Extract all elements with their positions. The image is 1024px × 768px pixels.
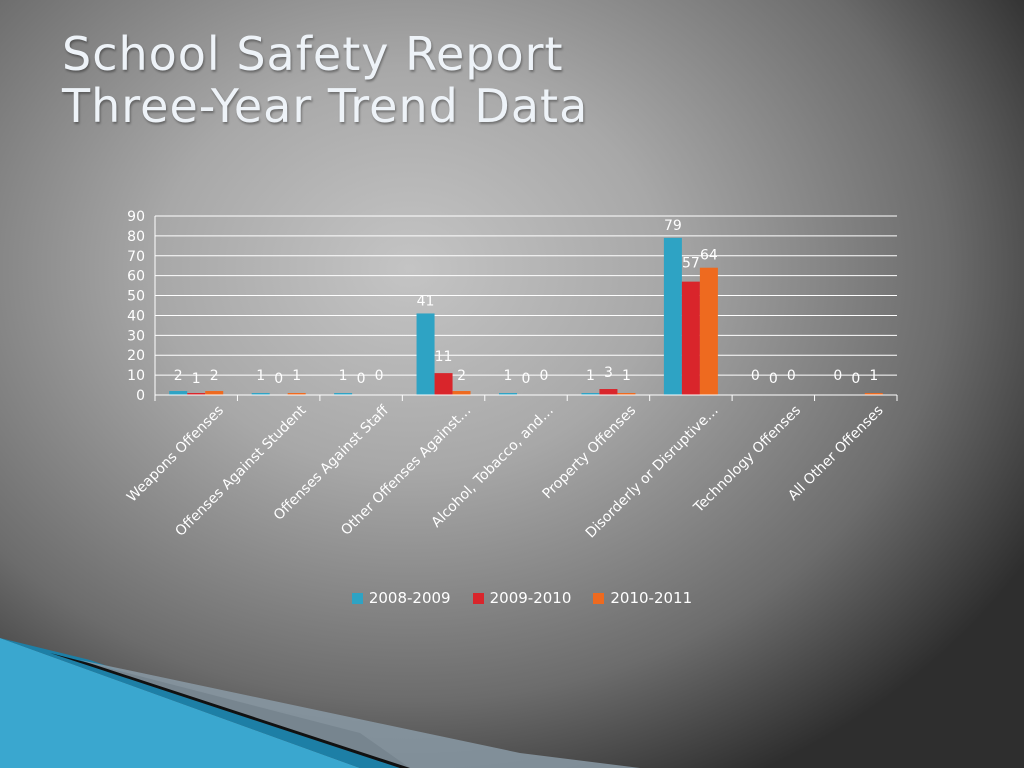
bar xyxy=(169,391,188,395)
bar xyxy=(581,393,600,395)
data-label: 0 xyxy=(274,371,283,387)
data-label: 0 xyxy=(522,371,531,387)
data-label: 57 xyxy=(682,256,700,272)
legend-item: 2010-2011 xyxy=(593,589,692,607)
category-label: Other Offenses Against… xyxy=(338,403,474,539)
y-tick-label: 50 xyxy=(127,289,145,305)
bars xyxy=(169,237,883,395)
data-label: 0 xyxy=(357,371,366,387)
bar xyxy=(499,393,517,395)
data-label: 0 xyxy=(769,371,778,387)
bar xyxy=(617,393,636,395)
data-label: 11 xyxy=(435,349,453,365)
data-label: 1 xyxy=(622,368,631,384)
data-label: 0 xyxy=(751,368,760,384)
legend-item: 2008-2009 xyxy=(351,589,451,607)
data-label: 2 xyxy=(210,368,219,384)
category-label: Offenses Against Student xyxy=(172,402,310,540)
data-label: 1 xyxy=(292,368,301,384)
category-label: All Other Offenses xyxy=(785,403,886,504)
y-tick-label: 30 xyxy=(127,328,145,344)
bar xyxy=(681,281,700,395)
y-axis: 0 10 20 30 40 50 60 70 80 90 xyxy=(127,209,156,404)
corner-decoration xyxy=(0,638,640,768)
bar xyxy=(334,393,353,395)
data-label: 3 xyxy=(604,365,613,381)
y-tick-label: 60 xyxy=(127,269,145,285)
y-tick-label: 80 xyxy=(127,229,145,245)
bar xyxy=(187,393,206,395)
bar xyxy=(434,373,453,395)
title-line-2: Three-Year Trend Data xyxy=(62,79,589,133)
bar xyxy=(205,391,224,395)
y-tick-label: 70 xyxy=(127,249,145,265)
y-tick-label: 40 xyxy=(127,308,145,324)
category-label: Disorderly or Disruptive… xyxy=(583,403,722,542)
data-label: 0 xyxy=(540,368,549,384)
data-label: 0 xyxy=(787,368,796,384)
slide-title: School Safety Report Three-Year Trend Da… xyxy=(62,28,588,132)
bar xyxy=(251,393,270,395)
data-label: 41 xyxy=(417,293,435,309)
data-label: 1 xyxy=(192,371,201,387)
bar xyxy=(452,391,471,395)
bar xyxy=(663,237,682,395)
data-label: 1 xyxy=(504,368,513,384)
y-tick-label: 10 xyxy=(127,368,145,384)
bar xyxy=(864,393,883,395)
bar xyxy=(699,267,718,395)
data-label: 1 xyxy=(586,368,595,384)
data-label: 0 xyxy=(851,371,860,387)
legend-swatch xyxy=(593,592,605,604)
bar xyxy=(287,393,306,395)
data-label: 2 xyxy=(457,368,466,384)
bar xyxy=(416,313,435,395)
legend-swatch xyxy=(351,592,363,604)
data-label: 79 xyxy=(664,218,682,234)
y-tick-label: 20 xyxy=(127,348,145,364)
legend-label: 2008-2009 xyxy=(368,589,451,607)
data-label: 1 xyxy=(256,368,265,384)
title-line-1: School Safety Report xyxy=(62,27,564,81)
data-label: 2 xyxy=(174,368,183,384)
legend-swatch xyxy=(472,592,484,604)
data-label: 64 xyxy=(700,248,718,264)
data-label: 1 xyxy=(339,368,348,384)
legend-label: 2009-2010 xyxy=(489,589,572,607)
chart-legend: 2008-2009 2009-2010 2010-2011 xyxy=(0,589,1024,607)
y-tick-label: 0 xyxy=(136,388,145,404)
legend-item: 2009-2010 xyxy=(472,589,572,607)
data-label: 0 xyxy=(833,368,842,384)
data-label: 1 xyxy=(869,368,878,384)
data-label: 0 xyxy=(375,368,384,384)
bar xyxy=(599,389,618,395)
gridlines xyxy=(155,215,897,396)
y-tick-label: 90 xyxy=(127,209,145,225)
legend-label: 2010-2011 xyxy=(610,589,693,607)
